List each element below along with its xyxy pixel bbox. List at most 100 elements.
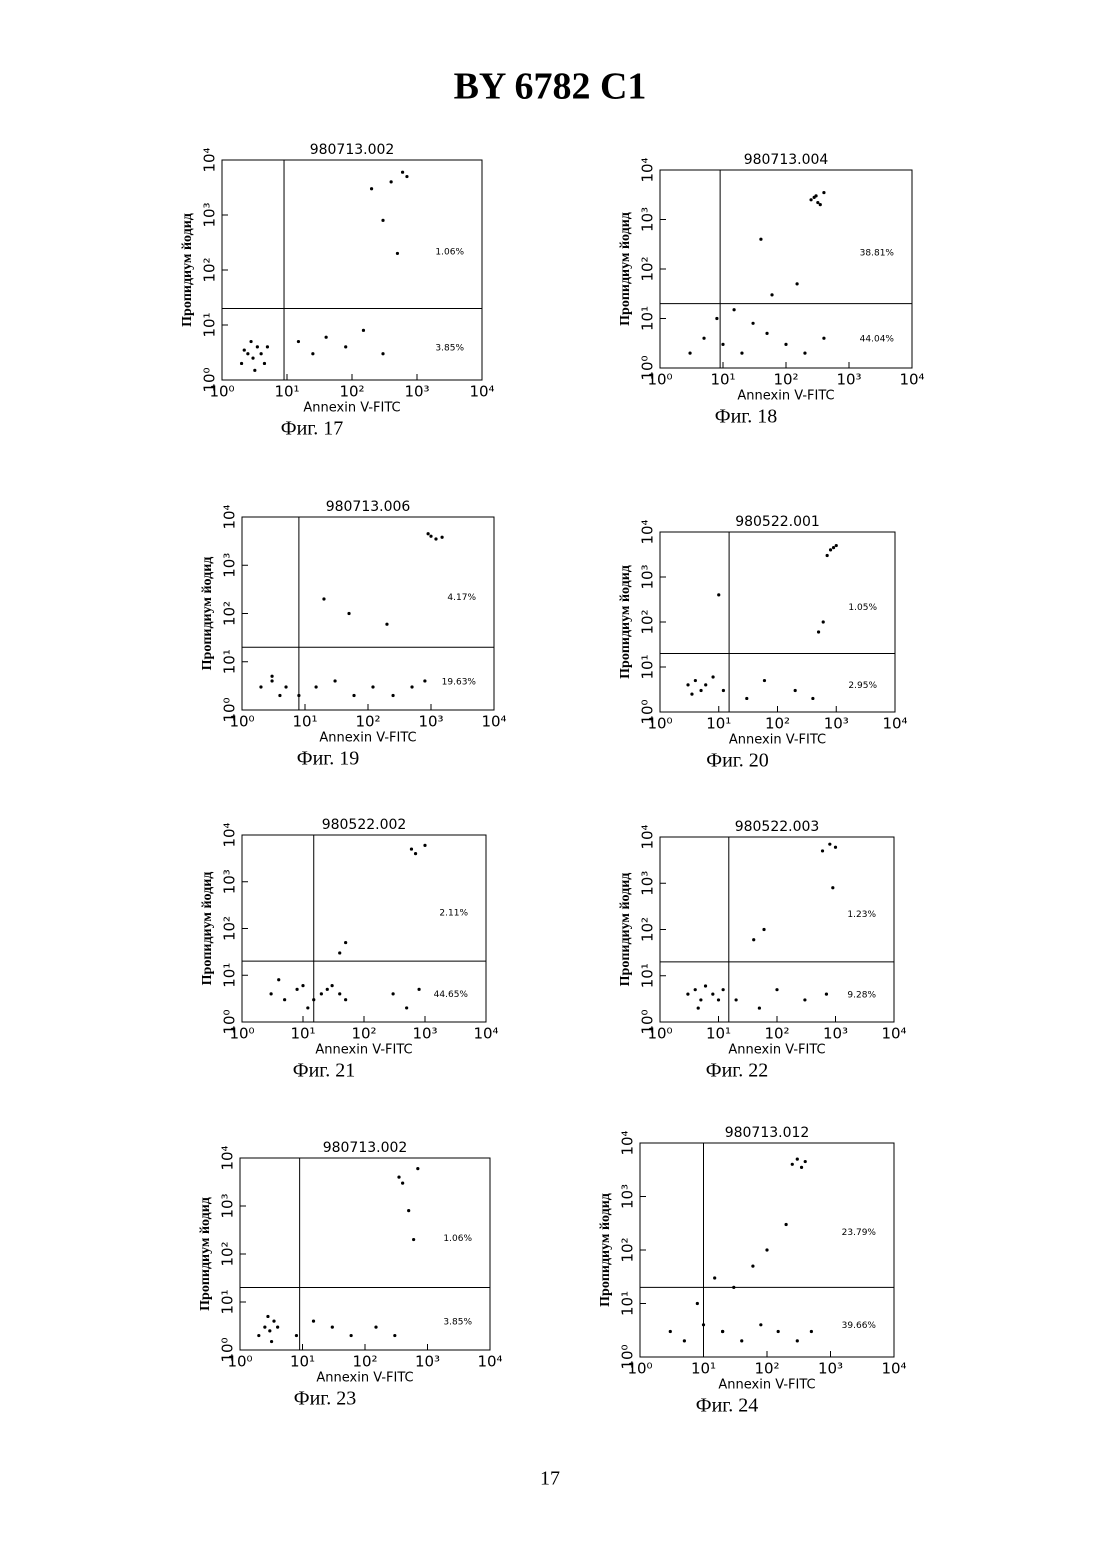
plot-title: 980713.004 <box>744 152 829 168</box>
x-tick-label: 10² <box>339 383 364 401</box>
event-point <box>715 317 718 320</box>
event-point <box>795 282 798 285</box>
figure-caption: Фиг. 19 <box>297 748 359 770</box>
event-point <box>385 623 388 626</box>
plot-title: 980713.002 <box>323 1140 408 1156</box>
y-tick-label: 10² <box>639 609 657 634</box>
figure-caption: Фиг. 18 <box>715 406 777 428</box>
event-point <box>362 329 365 332</box>
event-point <box>765 1248 768 1251</box>
event-point <box>331 1325 334 1328</box>
y-tick-label: 10² <box>201 257 219 282</box>
event-point <box>696 1302 699 1305</box>
y-tick-label: 10³ <box>639 871 657 896</box>
event-point <box>297 340 300 343</box>
x-axis-label: Annexin V-FITC <box>728 1043 825 1058</box>
figure: 980713.00210⁰10¹10²10³10⁴10⁰10¹10²10³10⁴… <box>198 1140 502 1410</box>
quadrant-label: 9.28% <box>847 990 876 1000</box>
event-point <box>796 1339 799 1342</box>
event-point <box>759 238 762 241</box>
quadrant-label: 1.06% <box>435 248 464 258</box>
event-point <box>259 685 262 688</box>
y-tick-label: 10⁴ <box>201 147 219 172</box>
y-tick-label: 10⁴ <box>639 824 657 849</box>
x-tick-label: 10⁴ <box>881 1025 906 1043</box>
x-axis-label: Annexin V-FITC <box>737 389 834 404</box>
quadrant-label: 44.04% <box>860 335 895 345</box>
event-point <box>414 852 417 855</box>
y-tick-label: 10⁴ <box>221 822 239 847</box>
event-point <box>314 685 317 688</box>
y-axis-label: Пропидиум йодид <box>618 212 633 326</box>
event-point <box>697 1006 700 1009</box>
y-tick-label: 10⁰ <box>639 355 657 380</box>
event-point <box>333 679 336 682</box>
y-tick-label: 10¹ <box>201 312 219 337</box>
event-point <box>312 1320 315 1323</box>
event-point <box>722 689 725 692</box>
event-point <box>256 345 259 348</box>
event-point <box>427 532 430 535</box>
event-point <box>240 362 243 365</box>
event-point <box>740 1339 743 1342</box>
event-point <box>391 694 394 697</box>
event-point <box>832 546 835 549</box>
quadrant-label: 2.95% <box>848 681 877 691</box>
y-tick-label: 10³ <box>639 207 657 232</box>
event-point <box>277 978 280 981</box>
figure-caption: Фиг. 22 <box>706 1060 768 1082</box>
event-point <box>270 675 273 678</box>
event-point <box>429 535 432 538</box>
quadrant-label: 39.66% <box>842 1321 877 1331</box>
quadrant-label: 38.81% <box>860 248 895 258</box>
event-point <box>686 993 689 996</box>
event-point <box>702 337 705 340</box>
y-axis-label: Пропидиум йодид <box>598 1193 613 1307</box>
quadrant-label: 3.85% <box>435 343 464 353</box>
event-point <box>397 1176 400 1179</box>
x-tick-label: 10¹ <box>290 1353 315 1371</box>
event-point <box>800 1166 803 1169</box>
y-tick-label: 10¹ <box>639 654 657 679</box>
event-point <box>825 993 828 996</box>
quadrant-label: 44.65% <box>434 990 469 1000</box>
x-axis-label: Annexin V-FITC <box>315 1043 412 1058</box>
y-axis-label: Пропидиум йодид <box>200 872 215 986</box>
x-axis-label: Annexin V-FITC <box>303 401 400 416</box>
event-point <box>297 694 300 697</box>
event-point <box>266 345 269 348</box>
event-point <box>301 984 304 987</box>
figure-caption: Фиг. 23 <box>294 1388 356 1410</box>
y-tick-label: 10² <box>221 601 239 626</box>
event-point <box>272 1320 275 1323</box>
event-point <box>440 536 443 539</box>
x-tick-label: 10² <box>764 1025 789 1043</box>
y-tick-label: 10² <box>619 1237 637 1262</box>
figure: 980522.00310⁰10¹10²10³10⁴10⁰10¹10²10³10⁴… <box>618 819 906 1082</box>
event-point <box>809 198 812 201</box>
event-point <box>752 938 755 941</box>
y-tick-label: 10⁰ <box>221 697 239 722</box>
x-tick-label: 10¹ <box>710 371 735 389</box>
event-point <box>722 988 725 991</box>
x-axis-label: Annexin V-FITC <box>718 1378 815 1393</box>
x-axis-label: Annexin V-FITC <box>316 1371 413 1386</box>
event-point <box>276 1325 279 1328</box>
event-point <box>828 843 831 846</box>
y-axis-label: Пропидиум йодид <box>200 557 215 671</box>
event-point <box>412 1238 415 1241</box>
event-point <box>740 351 743 354</box>
plot-title: 980713.012 <box>725 1125 810 1141</box>
event-point <box>338 992 341 995</box>
event-point <box>713 1276 716 1279</box>
y-tick-label: 10⁰ <box>219 1337 237 1362</box>
figure: 980713.00210⁰10¹10²10³10⁴10⁰10¹10²10³10⁴… <box>180 142 494 440</box>
event-point <box>762 928 765 931</box>
x-tick-label: 10² <box>754 1360 779 1378</box>
plot-title: 980522.002 <box>322 817 407 833</box>
event-point <box>826 554 829 557</box>
event-point <box>694 679 697 682</box>
y-axis-label: Пропидиум йодид <box>198 1197 213 1311</box>
event-point <box>816 201 819 204</box>
x-tick-label: 10² <box>355 713 380 731</box>
